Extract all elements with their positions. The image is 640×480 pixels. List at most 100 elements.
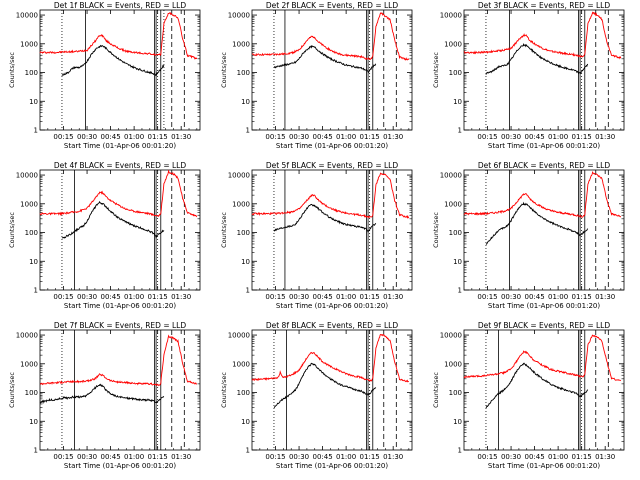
chart-title: Det 4f BLACK = Events, RED = LLD	[54, 161, 187, 170]
y-tick-label: 1000	[444, 200, 462, 208]
x-tick-label: 01:00	[124, 133, 144, 141]
y-tick-label: 10	[453, 418, 462, 426]
detector-panel-1: Det 1f BLACK = Events, RED = LLD 1 10 100 10…	[8, 1, 201, 150]
x-tick-label: 01:00	[124, 293, 144, 301]
y-tick-label: 10	[241, 98, 250, 106]
lld-series-line	[251, 12, 410, 61]
x-tick-label: 00:45	[312, 453, 332, 461]
x-tick-label: 01:30	[595, 133, 615, 141]
lld-series-line	[39, 12, 198, 60]
x-axis-label: Start Time (01-Apr-06 00:01:20)	[276, 462, 388, 470]
y-tick-label: 1	[458, 287, 462, 295]
y-tick-label: 1000	[444, 360, 462, 368]
x-axis-label: Start Time (01-Apr-06 00:01:20)	[276, 302, 388, 310]
events-series-line	[485, 42, 588, 75]
y-tick-label: 1	[34, 287, 38, 295]
y-tick-label: 1	[458, 447, 462, 455]
x-tick-label: 01:15	[360, 453, 380, 461]
x-tick-label: 01:15	[360, 133, 380, 141]
lld-series-line	[39, 334, 197, 387]
y-axis-label: Counts/sec	[220, 212, 228, 248]
y-tick-label: 100	[25, 69, 38, 77]
y-tick-label: 10	[29, 98, 38, 106]
y-tick-label: 10000	[440, 172, 462, 180]
y-axis-label: Counts/sec	[432, 52, 440, 88]
y-tick-label: 10000	[440, 332, 462, 340]
y-tick-label: 10000	[228, 172, 250, 180]
x-tick-label: 01:30	[595, 293, 615, 301]
detector-panel-5: Det 5f BLACK = Events, RED = LLD 1 10 100 10…	[220, 161, 413, 310]
y-tick-label: 100	[449, 389, 462, 397]
x-tick-label: 01:15	[148, 133, 168, 141]
x-tick-label: 01:15	[572, 453, 592, 461]
chart-title: Det 3f BLACK = Events, RED = LLD	[478, 1, 611, 10]
detector-panel-2: Det 2f BLACK = Events, RED = LLD 1 10 100 10…	[220, 1, 413, 150]
y-axis-label: Counts/sec	[8, 372, 16, 408]
x-tick-label: 00:15	[53, 133, 73, 141]
y-tick-label: 1	[246, 127, 250, 135]
x-tick-label: 01:30	[383, 133, 403, 141]
y-tick-label: 10	[241, 258, 250, 266]
y-tick-label: 100	[237, 389, 250, 397]
y-tick-label: 1	[246, 287, 250, 295]
plot-frame	[463, 169, 625, 291]
x-axis-label: Start Time (01-Apr-06 00:01:20)	[488, 302, 600, 310]
x-tick-label: 01:15	[572, 293, 592, 301]
x-tick-label: 01:15	[148, 293, 168, 301]
y-tick-label: 10	[29, 258, 38, 266]
y-tick-label: 10000	[16, 12, 38, 20]
x-tick-label: 01:30	[383, 453, 403, 461]
y-tick-label: 1	[34, 127, 38, 135]
x-axis-label: Start Time (01-Apr-06 00:01:20)	[64, 142, 176, 150]
x-tick-label: 00:15	[265, 133, 285, 141]
events-series-line	[485, 201, 589, 245]
x-tick-label: 00:45	[524, 133, 544, 141]
x-tick-label: 01:00	[548, 133, 568, 141]
y-tick-label: 1	[246, 447, 250, 455]
plot-frame	[251, 9, 413, 131]
y-tick-label: 10000	[228, 12, 250, 20]
y-axis-label: Counts/sec	[8, 212, 16, 248]
y-tick-label: 1000	[20, 360, 38, 368]
y-tick-label: 1000	[232, 200, 250, 208]
y-tick-label: 100	[25, 229, 38, 237]
y-tick-label: 100	[25, 389, 38, 397]
x-tick-label: 01:30	[171, 293, 191, 301]
y-tick-label: 10000	[16, 332, 38, 340]
x-tick-label: 00:30	[501, 293, 521, 301]
plot-frame	[251, 169, 413, 291]
x-tick-label: 00:15	[53, 453, 73, 461]
plot-frame	[251, 329, 413, 451]
x-tick-label: 01:00	[548, 453, 568, 461]
x-tick-label: 00:30	[77, 133, 97, 141]
y-tick-label: 100	[449, 69, 462, 77]
x-tick-label: 01:00	[124, 453, 144, 461]
x-tick-label: 00:30	[289, 453, 309, 461]
events-series-line	[485, 362, 589, 409]
x-tick-label: 00:45	[100, 453, 120, 461]
y-tick-label: 10	[453, 98, 462, 106]
x-tick-label: 00:45	[524, 453, 544, 461]
x-tick-label: 01:30	[171, 133, 191, 141]
x-tick-label: 00:45	[312, 133, 332, 141]
detector-panel-8: Det 8f BLACK = Events, RED = LLD 1 10 100 10…	[220, 321, 413, 470]
y-tick-label: 1000	[20, 40, 38, 48]
lld-series-line	[463, 11, 622, 60]
y-tick-label: 10	[29, 418, 38, 426]
events-series-line	[61, 200, 165, 240]
x-tick-label: 00:30	[501, 133, 521, 141]
x-axis-label: Start Time (01-Apr-06 00:01:20)	[276, 142, 388, 150]
chart-title: Det 9f BLACK = Events, RED = LLD	[478, 321, 611, 330]
events-series-line	[61, 44, 165, 77]
plot-frame	[463, 9, 625, 131]
y-tick-label: 10000	[440, 12, 462, 20]
events-series-line	[39, 383, 165, 404]
plot-frame	[463, 329, 625, 451]
chart-title: Det 5f BLACK = Events, RED = LLD	[266, 161, 399, 170]
x-tick-label: 01:00	[336, 453, 356, 461]
plot-frame	[39, 169, 201, 291]
x-tick-label: 00:30	[289, 293, 309, 301]
y-tick-label: 10000	[228, 332, 250, 340]
lld-series-line	[463, 334, 621, 382]
